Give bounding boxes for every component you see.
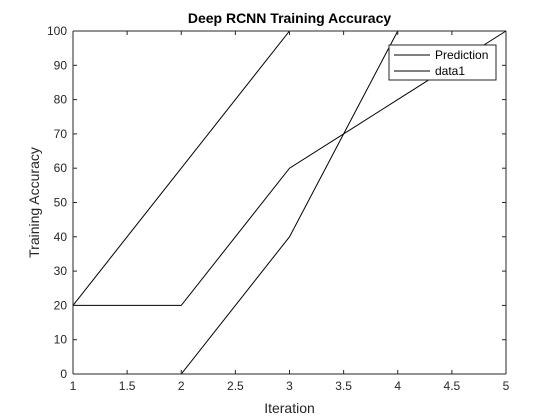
y-axis-label: Training Accuracy xyxy=(26,147,42,258)
y-tick-label: 80 xyxy=(54,93,68,107)
x-tick-label: 2 xyxy=(178,379,185,393)
x-tick-label: 1 xyxy=(70,379,77,393)
x-tick-label: 2.5 xyxy=(227,379,244,393)
x-tick-label: 3.5 xyxy=(335,379,352,393)
x-tick-label: 3 xyxy=(286,379,293,393)
plot-area xyxy=(73,31,506,374)
y-tick-label: 70 xyxy=(54,127,68,141)
y-tick-label: 30 xyxy=(54,264,68,278)
y-tick-label: 0 xyxy=(60,367,67,381)
legend-label-prediction: Prediction xyxy=(435,48,488,62)
y-ticks: 0 10 20 30 40 50 60 70 80 90 100 xyxy=(47,24,506,381)
x-tick-label: 1.5 xyxy=(119,379,136,393)
x-tick-label: 5 xyxy=(503,379,510,393)
x-tick-label: 4.5 xyxy=(444,379,461,393)
y-tick-label: 100 xyxy=(47,24,67,38)
legend-label-data1: data1 xyxy=(435,64,465,78)
legend: Prediction data1 xyxy=(388,44,497,81)
legend-box xyxy=(388,44,497,81)
y-tick-label: 50 xyxy=(54,196,68,210)
x-ticks: 1 1.5 2 2.5 3 3.5 4 4.5 5 xyxy=(70,31,510,393)
y-tick-label: 90 xyxy=(54,58,68,72)
y-tick-label: 40 xyxy=(54,230,68,244)
x-axis-label: Iteration xyxy=(264,400,315,416)
y-tick-label: 10 xyxy=(54,333,68,347)
chart-title: Deep RCNN Training Accuracy xyxy=(188,10,392,26)
y-tick-label: 20 xyxy=(54,298,68,312)
x-tick-label: 4 xyxy=(394,379,401,393)
y-tick-label: 60 xyxy=(54,161,68,175)
